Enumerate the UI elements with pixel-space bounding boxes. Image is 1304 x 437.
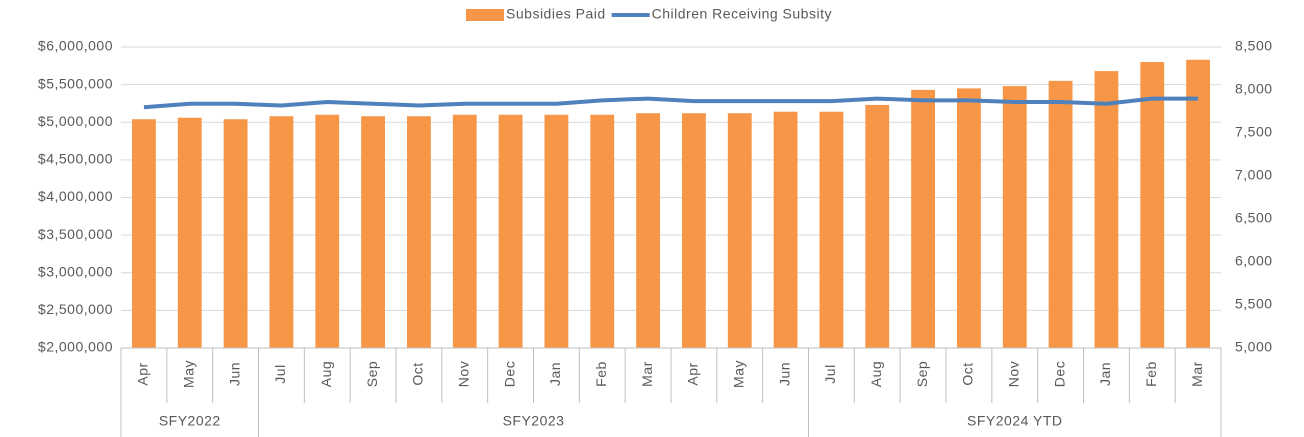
x-tick-label: Nov (455, 361, 471, 387)
bar (773, 111, 798, 348)
x-tick-label: Dec (501, 361, 517, 387)
bar (407, 116, 431, 348)
x-tick-label: Feb (1143, 361, 1159, 387)
legend-label: Subsidies Paid (506, 6, 606, 22)
bar (1186, 59, 1210, 348)
bar (223, 119, 248, 349)
y-tick-label: $6,000,000 (38, 38, 113, 54)
y2-tick-label: 6,000 (1235, 253, 1273, 269)
bar (361, 116, 385, 348)
bar (1094, 71, 1119, 348)
legend-swatch (466, 9, 505, 21)
y2-tick-label: 8,000 (1235, 81, 1273, 97)
bar (269, 116, 294, 348)
group-label: SFY2023 (503, 413, 565, 429)
y-tick-label: $3,500,000 (38, 226, 113, 242)
x-tick-label: Sep (364, 361, 380, 387)
y-tick-label: $4,000,000 (38, 188, 113, 204)
y2-tick-label: 5,000 (1235, 339, 1273, 355)
x-tick-label: May (730, 360, 746, 388)
bar (1048, 80, 1073, 349)
x-tick-label: Jan (1097, 362, 1113, 386)
y-tick-label: $5,000,000 (38, 113, 113, 129)
x-tick-label: Oct (960, 362, 976, 385)
y2-tick-label: 6,500 (1235, 210, 1273, 226)
bar (544, 114, 569, 348)
x-tick-label: Apr (685, 362, 701, 385)
y-tick-label: $5,500,000 (38, 75, 113, 91)
bar (865, 104, 890, 348)
bar (315, 114, 340, 348)
bar (1002, 86, 1027, 348)
x-tick-label: Jul (822, 364, 838, 383)
y-tick-label: $2,000,000 (38, 339, 113, 355)
x-tick-label: Mar (639, 361, 655, 387)
x-tick-label: Aug (318, 361, 334, 387)
x-tick-label: Feb (593, 361, 609, 387)
x-tick-label: Oct (410, 362, 426, 385)
bar (177, 117, 202, 348)
bar (132, 119, 156, 349)
group-label: SFY2022 (159, 413, 221, 429)
x-tick-label: Jan (547, 362, 563, 386)
bar (1140, 62, 1165, 349)
x-tick-label: Nov (1005, 361, 1021, 387)
x-tick-label: Mar (1189, 361, 1205, 387)
x-tick-label: Apr (135, 362, 151, 385)
x-tick-label: Jul (272, 364, 288, 383)
y2-tick-label: 8,500 (1235, 38, 1273, 54)
y2-tick-label: 7,000 (1235, 167, 1273, 183)
x-tick-label: Sep (914, 361, 930, 387)
y-tick-label: $3,000,000 (38, 263, 113, 279)
x-tick-label: Aug (868, 361, 884, 387)
bar (911, 89, 935, 348)
x-tick-label: May (180, 360, 196, 388)
bar (636, 113, 660, 348)
legend-label: Children Receiving Subsity (652, 6, 832, 22)
y-tick-label: $4,500,000 (38, 151, 113, 167)
bar (590, 114, 615, 348)
x-tick-label: Jun (776, 362, 792, 386)
y-tick-label: $2,500,000 (38, 301, 113, 317)
bar (727, 113, 752, 348)
bar (452, 114, 477, 348)
bar (957, 88, 981, 348)
line (143, 96, 1199, 110)
bar (498, 114, 523, 348)
bar (682, 113, 706, 348)
group-label: SFY2024 YTD (967, 413, 1063, 429)
x-tick-label: Jun (226, 362, 242, 386)
y2-tick-label: 5,500 (1235, 296, 1273, 312)
x-tick-label: Dec (1051, 361, 1067, 387)
y2-tick-label: 7,500 (1235, 124, 1273, 140)
bar (819, 111, 844, 348)
